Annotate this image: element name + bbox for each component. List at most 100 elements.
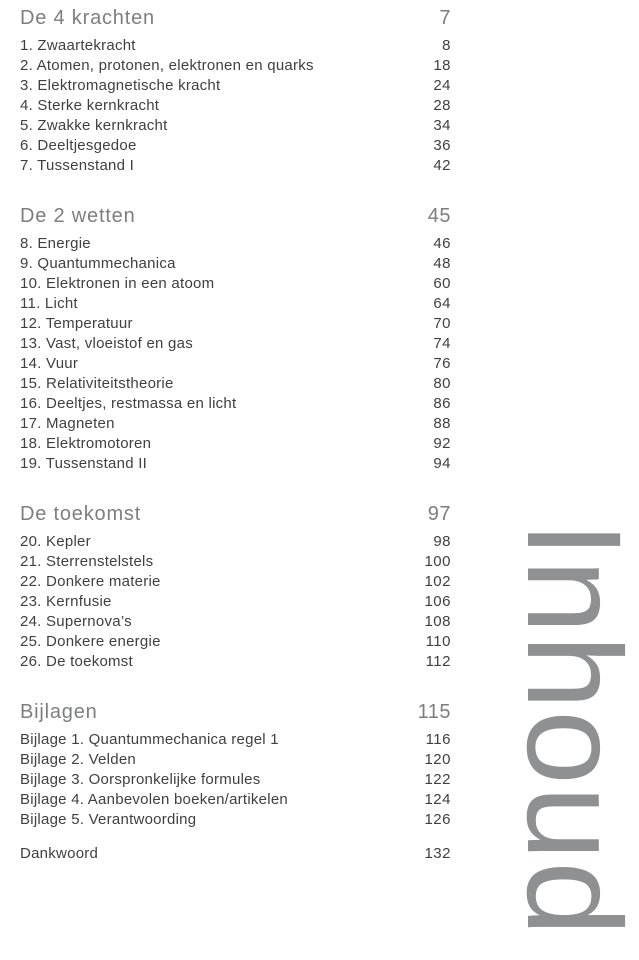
toc-entry-label: 14. Vuur xyxy=(20,355,79,372)
toc-entry-page: 48 xyxy=(433,255,451,272)
toc-entry-label: 6. Deeltjesgedoe xyxy=(20,137,137,154)
section-header: Bijlagen 115 xyxy=(20,698,451,726)
toc-entry-label: 15. Relativiteitstheorie xyxy=(20,375,174,392)
section-header: De 4 krachten 7 xyxy=(20,4,451,32)
toc-entry-label: 19. Tussenstand II xyxy=(20,455,148,472)
toc-entry: 26. De toekomst 112 xyxy=(20,652,451,672)
toc-entry-label: 17. Magneten xyxy=(20,415,115,432)
toc-entry: 14. Vuur 76 xyxy=(20,354,451,374)
toc-entry-page: 42 xyxy=(433,157,451,174)
toc-section-de-toekomst: De toekomst 97 20. Kepler 98 21. Sterrens… xyxy=(20,500,451,672)
toc-entry-page: 8 xyxy=(442,37,451,54)
toc-entry: 21. Sterrenstelstels 100 xyxy=(20,552,451,572)
toc-entry-page: 126 xyxy=(424,811,451,828)
toc-entry: 1. Zwaartekracht 8 xyxy=(20,36,451,56)
section-title: De toekomst xyxy=(20,503,142,525)
toc-entry-page: 46 xyxy=(433,235,451,252)
toc-entry-label: Bijlage 1. Quantummechanica regel 1 xyxy=(20,731,279,748)
toc-entry: 6. Deeltjesgedoe 36 xyxy=(20,136,451,156)
toc-entry-label: 7. Tussenstand I xyxy=(20,157,135,174)
toc-entry-page: 110 xyxy=(425,633,451,650)
toc-entry: Bijlage 4. Aanbevolen boeken/artikelen 12… xyxy=(20,790,451,810)
toc-entry-page: 98 xyxy=(433,533,451,550)
toc-entry: 8. Energie 46 xyxy=(20,234,451,254)
toc-entry-page: 94 xyxy=(433,455,451,472)
toc-entry-label: 25. Donkere energie xyxy=(20,633,161,650)
toc-entry-label: Bijlage 2. Velden xyxy=(20,751,137,768)
toc-entry-page: 102 xyxy=(424,573,451,590)
toc-entry-page: 100 xyxy=(424,553,451,570)
section-page-number: 97 xyxy=(427,503,451,525)
toc-section-de-2-wetten: De 2 wetten 45 8. Energie 46 9. Quantumme… xyxy=(20,202,451,474)
section-title: De 4 krachten xyxy=(20,7,155,29)
section-page-number: 45 xyxy=(427,205,451,227)
toc-entry: 19. Tussenstand II 94 xyxy=(20,454,451,474)
toc-entry-label: 20. Kepler xyxy=(20,533,91,550)
toc-entry-label: 13. Vast, vloeistof en gas xyxy=(20,335,193,352)
toc-entry-page: 122 xyxy=(424,771,451,788)
toc-entry: 24. Supernova’s 108 xyxy=(20,612,451,632)
toc-entry-page: 116 xyxy=(425,731,451,748)
toc-entry: 23. Kernfusie 106 xyxy=(20,592,451,612)
toc-entry-label: 23. Kernfusie xyxy=(20,593,112,610)
toc-entry-label: 22. Donkere materie xyxy=(20,573,161,590)
toc-entry-label: 11. Licht xyxy=(20,295,78,312)
toc-entry-page: 120 xyxy=(424,751,451,768)
toc-entry: Bijlage 5. Verantwoording 126 xyxy=(20,810,451,830)
toc-entry-label: 24. Supernova’s xyxy=(20,613,132,630)
section-entries: 20. Kepler 98 21. Sterrenstelstels 100 22.… xyxy=(20,532,451,672)
toc-entry-label: 5. Zwakke kernkracht xyxy=(20,117,168,134)
toc-entry: 18. Elektromotoren 92 xyxy=(20,434,451,454)
section-page-number: 7 xyxy=(439,7,451,29)
toc-entry: 3. Elektromagnetische kracht 24 xyxy=(20,76,451,96)
table-of-contents: De 4 krachten 7 1. Zwaartekracht 8 2. Ato… xyxy=(20,4,451,890)
toc-entry-label: Dankwoord xyxy=(20,845,99,862)
toc-entry-page: 24 xyxy=(433,77,451,94)
toc-entry-page: 28 xyxy=(433,97,451,114)
toc-entry-page: 88 xyxy=(433,415,451,432)
toc-entry: 12. Temperatuur 70 xyxy=(20,314,451,334)
toc-entry-page: 64 xyxy=(433,295,451,312)
section-entries: 8. Energie 46 9. Quantummechanica 48 10. E… xyxy=(20,234,451,474)
section-title: Bijlagen xyxy=(20,701,98,723)
toc-entry-page: 124 xyxy=(424,791,451,808)
page-edge-label-wrap: Inhoud xyxy=(499,521,639,945)
toc-entry-label: 3. Elektromagnetische kracht xyxy=(20,77,221,94)
toc-entry: 7. Tussenstand I 42 xyxy=(20,156,451,176)
toc-entry-page: 108 xyxy=(424,613,451,630)
toc-entry-page: 34 xyxy=(433,117,451,134)
toc-entry-label: 4. Sterke kernkracht xyxy=(20,97,160,114)
toc-entry: 5. Zwakke kernkracht 34 xyxy=(20,116,451,136)
toc-entry-label: Bijlage 5. Verantwoording xyxy=(20,811,197,828)
toc-section-bijlagen: Bijlagen 115 Bijlage 1. Quantummechanica… xyxy=(20,698,451,864)
section-header: De toekomst 97 xyxy=(20,500,451,528)
toc-entry-label: 10. Elektronen in een atoom xyxy=(20,275,215,292)
toc-entry-page: 70 xyxy=(433,315,451,332)
toc-entry: Bijlage 2. Velden 120 xyxy=(20,750,451,770)
toc-entry: Bijlage 1. Quantummechanica regel 1 116 xyxy=(20,730,451,750)
toc-entry-page: 18 xyxy=(433,57,451,74)
toc-entry-page: 80 xyxy=(433,375,451,392)
toc-entry-page: 92 xyxy=(433,435,451,452)
toc-entry-dankwoord: Dankwoord 132 xyxy=(20,844,451,864)
section-header: De 2 wetten 45 xyxy=(20,202,451,230)
toc-entry: 22. Donkere materie 102 xyxy=(20,572,451,592)
toc-entry-label: 16. Deeltjes, restmassa en licht xyxy=(20,395,237,412)
toc-entry: 4. Sterke kernkracht 28 xyxy=(20,96,451,116)
toc-entry: 25. Donkere energie 110 xyxy=(20,632,451,652)
page-edge-label-inhoud: Inhoud xyxy=(499,521,639,937)
toc-entry-label: 26. De toekomst xyxy=(20,653,133,670)
toc-entry-label: 9. Quantummechanica xyxy=(20,255,176,272)
toc-entry-label: Bijlage 3. Oorspronkelijke formules xyxy=(20,771,261,788)
toc-entry: 9. Quantummechanica 48 xyxy=(20,254,451,274)
section-page-number: 115 xyxy=(417,701,451,723)
toc-entry-page: 60 xyxy=(433,275,451,292)
toc-entry: 10. Elektronen in een atoom 60 xyxy=(20,274,451,294)
toc-entry: 11. Licht 64 xyxy=(20,294,451,314)
toc-entry-label: 18. Elektromotoren xyxy=(20,435,152,452)
section-title: De 2 wetten xyxy=(20,205,136,227)
toc-entry-label: 1. Zwaartekracht xyxy=(20,37,136,54)
toc-entry-page: 76 xyxy=(433,355,451,372)
toc-entry: 13. Vast, vloeistof en gas 74 xyxy=(20,334,451,354)
toc-entry-label: 2. Atomen, protonen, elektronen en quark… xyxy=(20,57,314,74)
